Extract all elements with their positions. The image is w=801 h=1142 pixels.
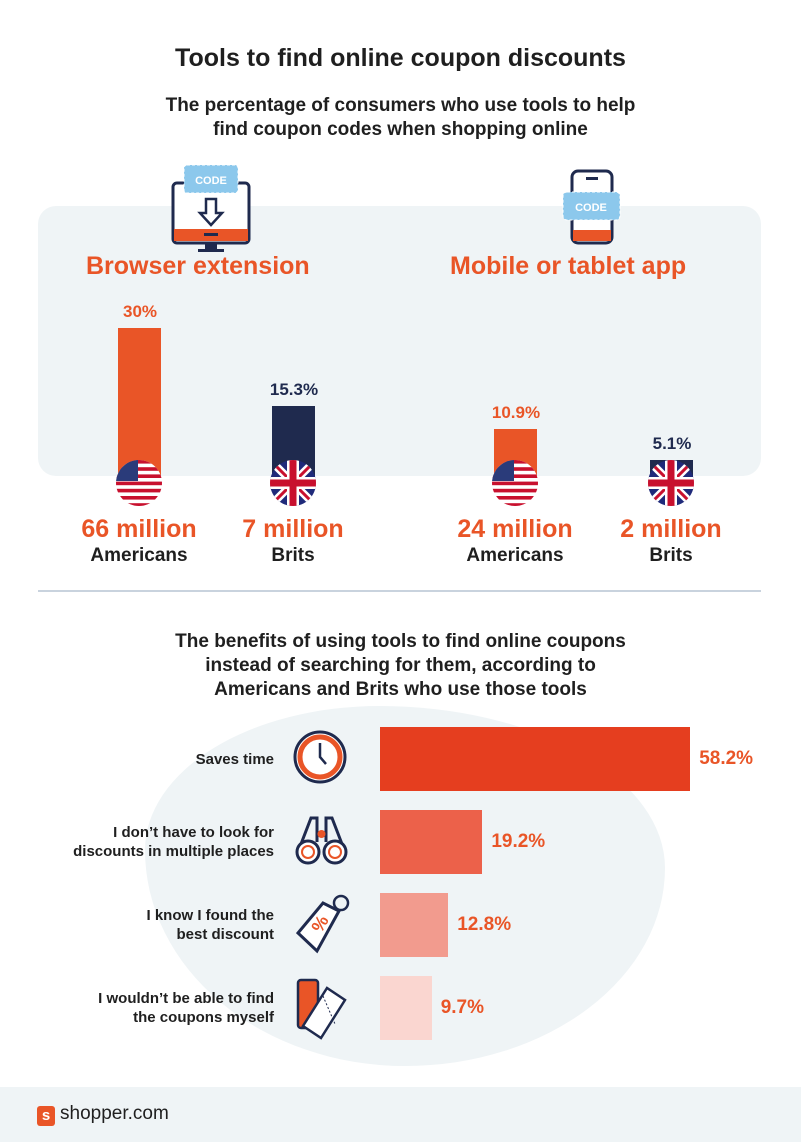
title-line: Americans and Brits who use those tools xyxy=(214,679,587,700)
label-line: discounts in multiple places xyxy=(73,843,274,860)
subtitle-line: The percentage of consumers who use tool… xyxy=(165,95,636,116)
divider xyxy=(38,590,761,592)
population-value: 24 million xyxy=(457,515,573,543)
benefit-value-label: 19.2% xyxy=(491,831,546,852)
bar-value-label: 30% xyxy=(122,302,158,321)
phone-code-icon: CODE xyxy=(562,169,621,245)
population-value: 2 million xyxy=(620,515,722,543)
title-line: instead of searching for them, according… xyxy=(205,655,596,676)
bar-value-label: 15.3% xyxy=(269,379,319,399)
discount-tag-icon: % xyxy=(295,894,350,954)
bar-value-label: 10.9% xyxy=(491,403,541,423)
benefit-value-label: 12.8% xyxy=(457,914,512,935)
subtitle: The percentage of consumers who use tool… xyxy=(0,94,801,142)
population-value: 7 million xyxy=(242,515,344,543)
population-group: Americans xyxy=(90,545,188,566)
label-line: the coupons myself xyxy=(133,1009,274,1026)
population-group: Brits xyxy=(649,545,693,566)
label-line: Saves time xyxy=(195,750,274,768)
population-value: 66 million xyxy=(81,515,197,543)
benefit-label: Saves time xyxy=(0,750,274,769)
title-line: The benefits of using tools to find onli… xyxy=(175,631,626,652)
uk-flag-icon xyxy=(648,460,694,506)
label-line: I don’t have to look for xyxy=(113,824,274,841)
us-flag-icon xyxy=(116,460,162,506)
benefit-value-label: 58.2% xyxy=(699,748,754,769)
population-group: Brits xyxy=(271,545,315,566)
benefits-title: The benefits of using tools to find onli… xyxy=(0,630,801,702)
us-flag-icon xyxy=(492,460,538,506)
coupons-icon xyxy=(296,978,347,1040)
benefit-bar xyxy=(380,810,483,874)
svg-text:CODE: CODE xyxy=(575,202,607,214)
clock-icon xyxy=(293,730,347,784)
benefit-bar xyxy=(380,893,449,957)
brand-name[interactable]: shopper.com xyxy=(60,1103,169,1124)
benefit-value-label: 9.7% xyxy=(440,997,484,1018)
bar-value-label: 5.1% xyxy=(652,433,692,453)
subtitle-line: find coupon codes when shopping online xyxy=(213,119,588,140)
benefit-label: I know I found the best discount xyxy=(0,906,275,944)
page-title: Tools to find online coupon discounts xyxy=(175,44,626,72)
category-browser-extension: Browser extension xyxy=(86,252,310,280)
category-mobile-app: Mobile or tablet app xyxy=(450,252,687,280)
footer xyxy=(0,1087,801,1142)
benefit-label: I don’t have to look for discounts in mul… xyxy=(0,823,274,861)
binoculars-icon xyxy=(295,816,348,865)
label-line: best discount xyxy=(176,926,274,943)
benefit-bar xyxy=(380,976,432,1040)
svg-text:CODE: CODE xyxy=(195,175,227,187)
monitor-code-icon: CODE xyxy=(171,164,251,252)
benefit-bar xyxy=(380,727,691,791)
label-line: I wouldn’t be able to find xyxy=(98,990,274,1007)
logo-icon: s xyxy=(37,1106,55,1126)
uk-flag-icon xyxy=(270,460,316,506)
population-group: Americans xyxy=(466,545,564,566)
label-line: I know I found the xyxy=(146,907,275,924)
benefit-label: I wouldn’t be able to find the coupons my… xyxy=(0,989,274,1027)
